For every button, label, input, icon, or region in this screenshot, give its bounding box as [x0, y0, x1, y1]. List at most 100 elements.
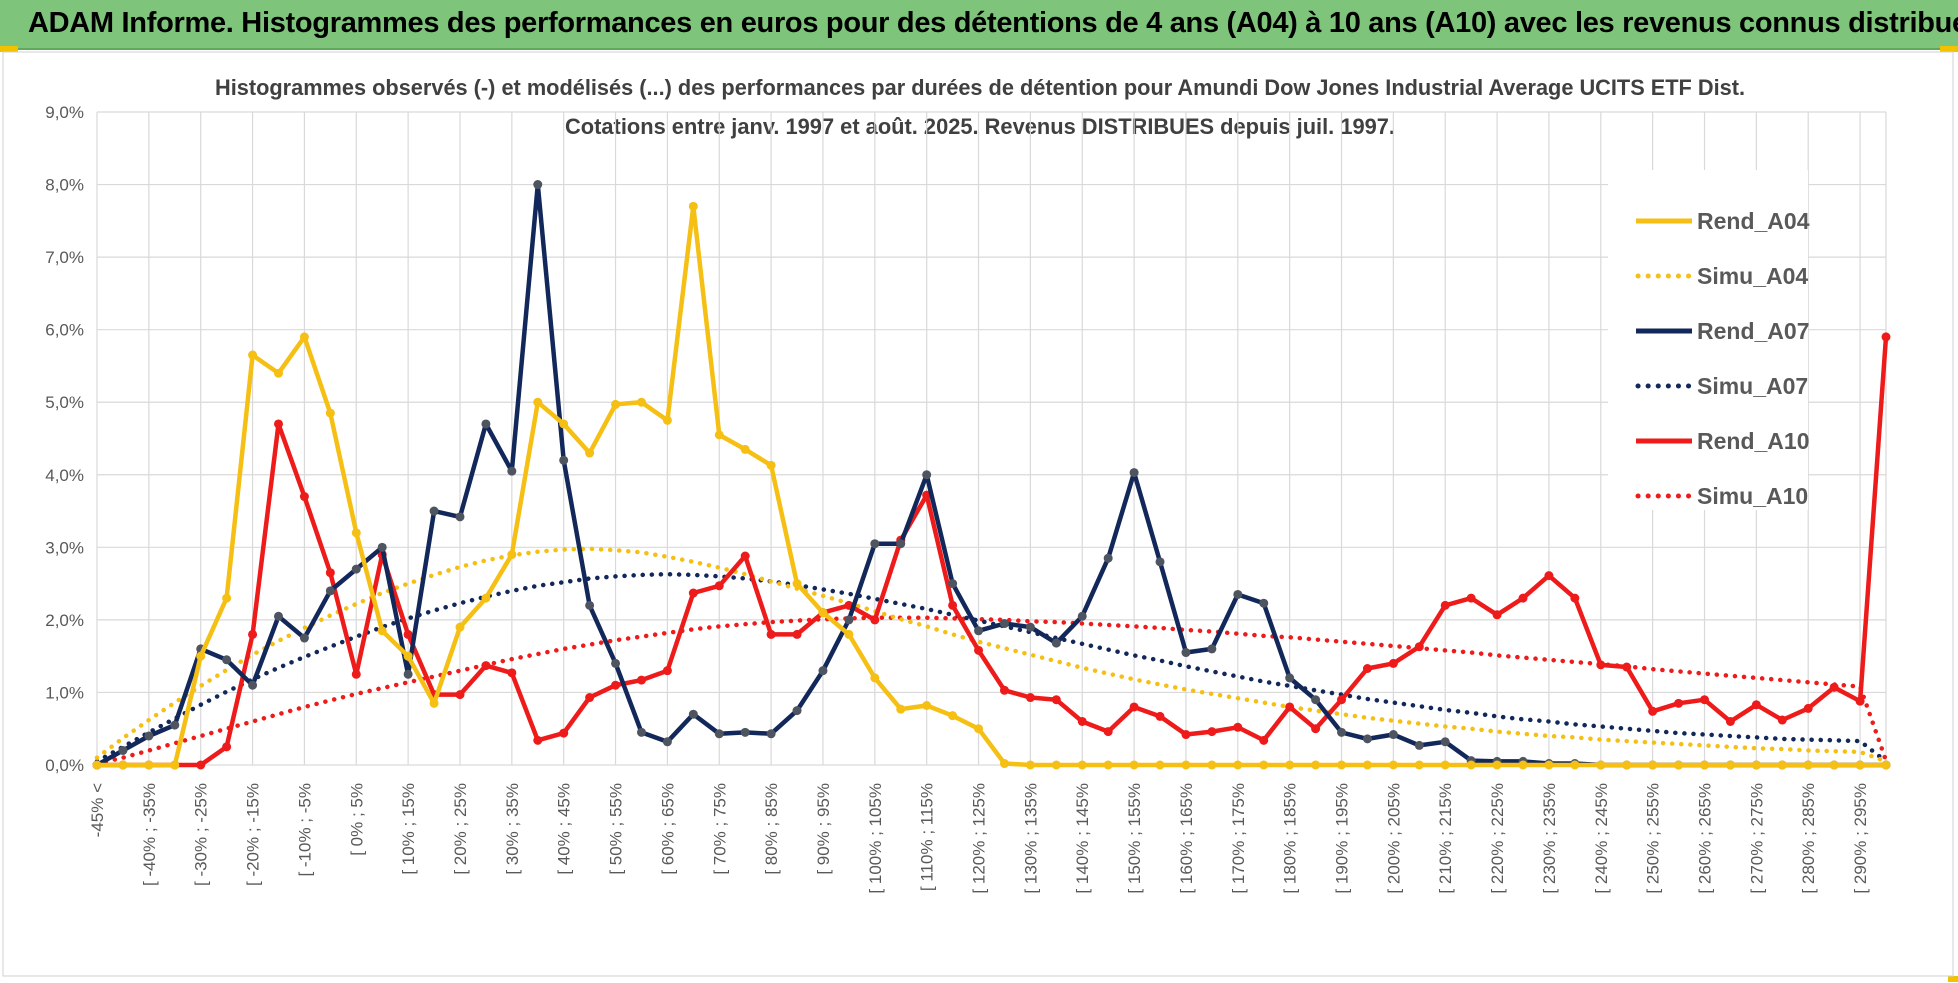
data-point-rend-a04 — [1285, 760, 1295, 770]
data-point-rend-a04 — [481, 593, 491, 603]
data-point-rend-a04 — [429, 698, 439, 708]
x-tick-label: [ 160% ; 165% — [1177, 783, 1196, 894]
report-title: ADAM Informe. Histogrammes des performan… — [28, 7, 1958, 39]
data-point-rend-a04 — [1648, 760, 1658, 770]
data-point-rend-a07 — [299, 633, 309, 643]
data-point-rend-a07 — [455, 512, 465, 522]
y-tick-label: 6,0% — [45, 321, 84, 340]
corner-mark-bottom-right — [1948, 976, 1958, 982]
chart-legend: Rend_A04 Simu_A04 Rend_A07 Simu_A07 Rend_A10… — [1608, 170, 1810, 510]
data-point-rend-a07 — [999, 619, 1009, 629]
data-point-rend-a10 — [766, 629, 776, 639]
legend-label-simu-a04: Simu_A04 — [1697, 263, 1808, 289]
data-point-rend-a04 — [714, 430, 724, 440]
data-point-rend-a04 — [948, 711, 958, 721]
x-tick-label: [ 60% ; 65% — [658, 783, 677, 875]
data-point-rend-a04 — [1466, 760, 1476, 770]
x-tick-label: [ 10% ; 15% — [399, 783, 418, 875]
data-point-rend-a04 — [559, 419, 569, 429]
y-tick-label: 4,0% — [45, 466, 84, 485]
data-point-rend-a04 — [1777, 760, 1787, 770]
data-point-rend-a04 — [351, 528, 361, 538]
data-point-rend-a04 — [1622, 760, 1632, 770]
y-tick-label: 1,0% — [45, 683, 84, 702]
data-point-rend-a04 — [1233, 760, 1243, 770]
data-point-rend-a04 — [1311, 760, 1321, 770]
x-tick-label: [ -30% ; -25% — [192, 783, 211, 886]
data-point-rend-a04 — [1155, 760, 1165, 770]
data-point-rend-a10 — [1129, 702, 1139, 712]
data-point-rend-a07 — [1025, 622, 1035, 632]
x-tick-label: [ -20% ; -15% — [244, 783, 263, 886]
x-tick-label: [ 240% ; 245% — [1592, 783, 1611, 894]
data-point-rend-a10 — [1285, 702, 1295, 712]
data-point-rend-a04 — [662, 415, 672, 425]
data-point-rend-a07 — [273, 611, 283, 621]
data-point-rend-a04 — [922, 701, 932, 711]
series-line-simu-a10 — [94, 615, 1889, 766]
x-tick-label: [ 140% ; 145% — [1073, 783, 1092, 894]
data-point-rend-a07 — [922, 470, 932, 480]
data-point-rend-a10 — [662, 666, 672, 676]
data-point-rend-a04 — [1103, 760, 1113, 770]
data-point-rend-a04 — [1674, 760, 1684, 770]
legend-label-rend-a10: Rend_A10 — [1697, 428, 1809, 454]
data-point-rend-a04 — [273, 368, 283, 378]
data-point-rend-a10 — [611, 680, 621, 690]
data-point-rend-a04 — [170, 760, 180, 770]
data-point-rend-a07 — [222, 655, 232, 665]
data-point-rend-a07 — [118, 745, 128, 755]
data-point-rend-a10 — [559, 728, 569, 738]
data-point-rend-a07 — [585, 600, 595, 610]
data-point-rend-a10 — [1777, 715, 1787, 725]
data-point-rend-a04 — [1518, 760, 1528, 770]
data-point-rend-a04 — [1129, 760, 1139, 770]
data-point-rend-a07 — [1051, 638, 1061, 648]
data-point-rend-a10 — [714, 581, 724, 591]
data-point-rend-a04 — [1207, 760, 1217, 770]
data-point-rend-a07 — [1207, 644, 1217, 654]
data-point-rend-a10 — [585, 693, 595, 703]
corner-mark-right — [1940, 46, 1958, 52]
x-tick-label: [ 290% ; 295% — [1851, 783, 1870, 894]
data-point-rend-a10 — [1622, 662, 1632, 672]
data-point-rend-a04 — [1700, 760, 1710, 770]
data-point-rend-a04 — [896, 704, 906, 714]
data-point-rend-a10 — [792, 629, 802, 639]
data-point-rend-a10 — [1803, 703, 1813, 713]
data-point-rend-a10 — [533, 735, 543, 745]
data-point-rend-a07 — [1311, 695, 1321, 705]
data-point-rend-a04 — [1337, 760, 1347, 770]
data-point-rend-a07 — [792, 706, 802, 716]
report-banner: ADAM Informe. Histogrammes des performan… — [0, 0, 1958, 50]
x-tick-label: [ 40% ; 45% — [555, 783, 574, 875]
y-tick-label: 2,0% — [45, 611, 84, 630]
y-tick-label: 5,0% — [45, 393, 84, 412]
data-point-rend-a04 — [740, 444, 750, 454]
x-axis-ticks: -45% < [ -40% ; -35% [ -30% ; -25% [ -20% ;… — [88, 783, 1870, 894]
data-point-rend-a10 — [1388, 658, 1398, 668]
data-point-rend-a04 — [1362, 760, 1372, 770]
data-point-rend-a07 — [662, 737, 672, 747]
legend-label-rend-a04: Rend_A04 — [1697, 208, 1810, 234]
x-tick-label: [ 70% ; 75% — [710, 783, 729, 875]
data-point-rend-a04 — [1492, 760, 1502, 770]
x-tick-label: [ 90% ; 95% — [814, 783, 833, 875]
data-point-rend-a04 — [818, 608, 828, 618]
x-tick-label: [ 50% ; 55% — [607, 783, 626, 875]
data-point-rend-a04 — [1881, 760, 1891, 770]
series-line-rend-a10 — [97, 336, 1889, 768]
data-point-rend-a04 — [325, 408, 335, 418]
data-point-rend-a10 — [222, 742, 232, 752]
data-point-rend-a07 — [1337, 727, 1347, 737]
data-point-rend-a07 — [896, 539, 906, 549]
data-point-rend-a10 — [999, 685, 1009, 695]
data-point-rend-a10 — [1751, 700, 1761, 710]
data-point-rend-a10 — [1414, 642, 1424, 652]
data-point-rend-a04 — [144, 760, 154, 770]
data-point-rend-a04 — [974, 724, 984, 734]
series-line-simu-a07 — [94, 571, 1889, 764]
data-point-rend-a07 — [948, 579, 958, 589]
chart-title: Histogrammes observés (-) et modélisés (… — [215, 75, 1745, 100]
data-point-rend-a07 — [1155, 557, 1165, 567]
